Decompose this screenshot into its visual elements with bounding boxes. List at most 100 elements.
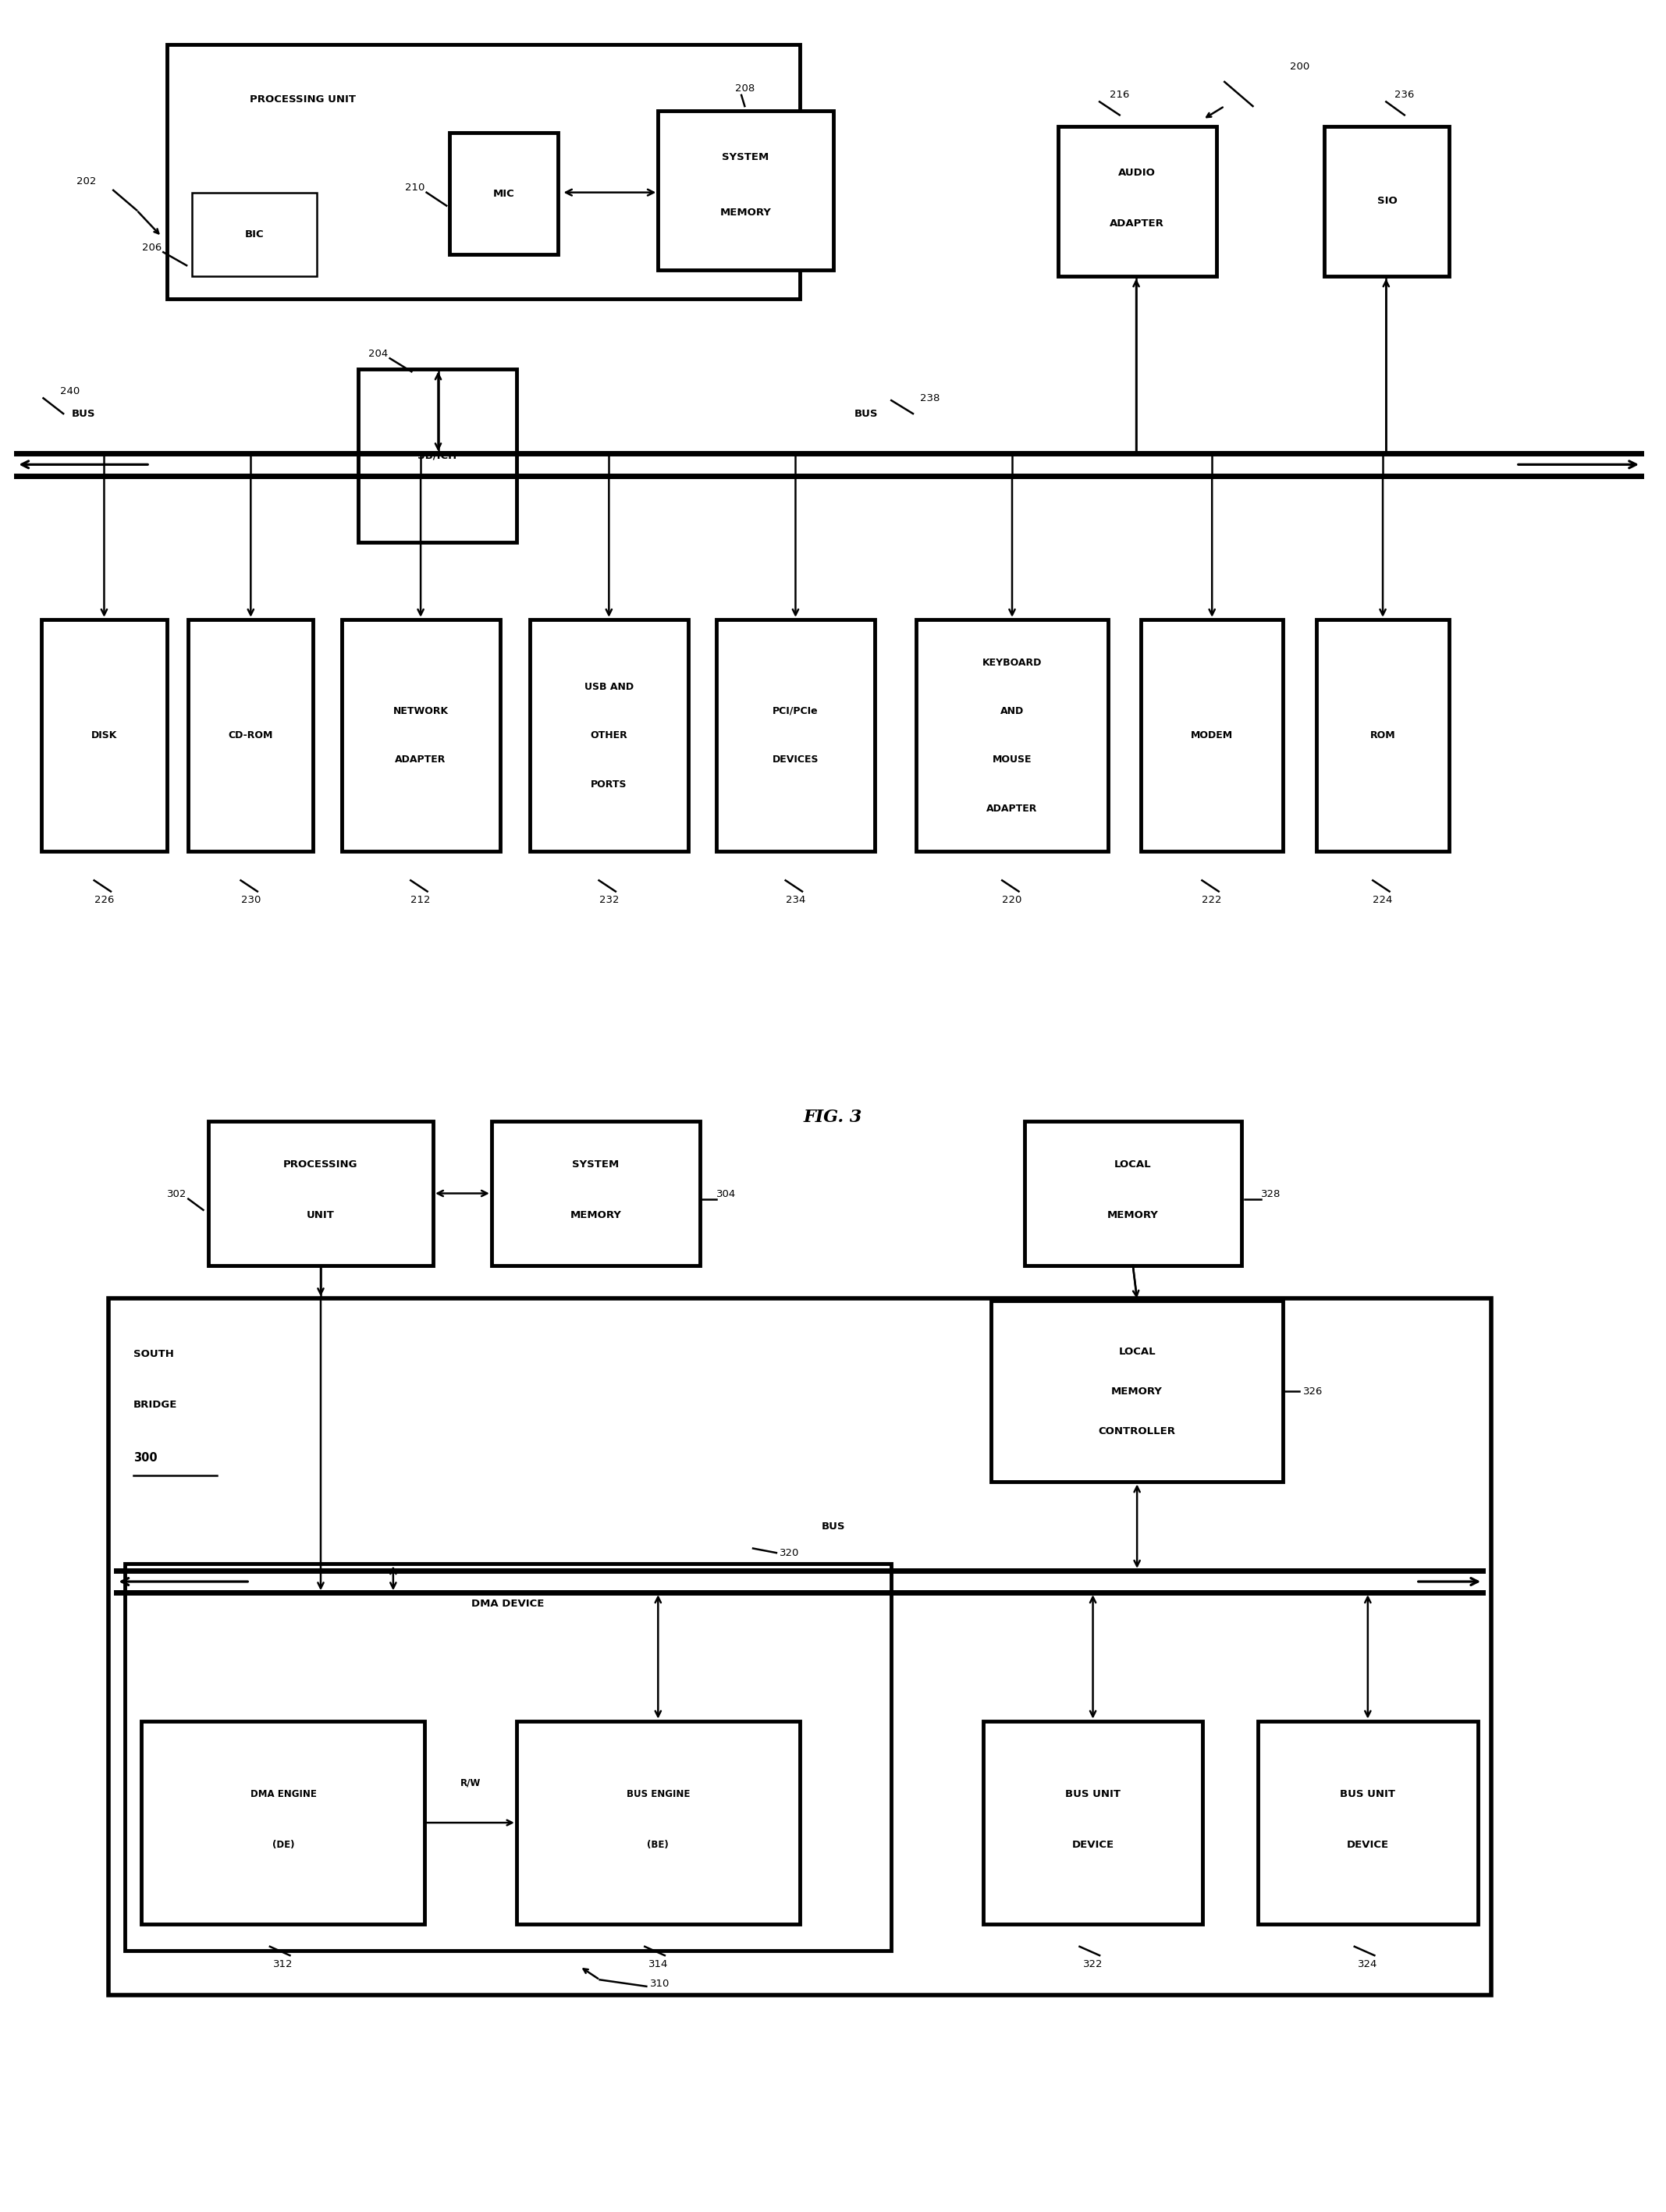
Text: 236: 236 [1394,91,1414,100]
Text: MEMORY: MEMORY [720,208,771,217]
Text: CONTROLLER: CONTROLLER [1098,1427,1176,1436]
Bar [188,619,313,852]
Bar [208,1121,433,1265]
Text: SB/ICH: SB/ICH [418,451,456,460]
Bar [916,619,1108,852]
Text: SOUTH: SOUTH [133,1349,173,1358]
Text: 328: 328 [1261,1190,1281,1199]
Text: AUDIO: AUDIO [1118,168,1156,177]
Text: R/W: R/W [460,1778,481,1787]
Text: 200: 200 [1289,62,1309,71]
Text: SIO: SIO [1376,197,1398,206]
Text: LOCAL: LOCAL [1115,1159,1151,1170]
Text: 204: 204 [368,349,388,358]
Text: BUS UNIT: BUS UNIT [1339,1790,1396,1798]
Text: 240: 240 [60,387,80,396]
Text: 310: 310 [650,1980,670,1989]
Bar [1025,1121,1241,1265]
Bar [991,1301,1283,1482]
Text: AND: AND [1000,706,1025,717]
Bar [192,192,317,276]
Bar [491,1121,700,1265]
Text: DEVICE: DEVICE [1346,1840,1389,1849]
Text: MODEM: MODEM [1191,730,1233,741]
Text: ADAPTER: ADAPTER [1110,219,1165,228]
Text: 300: 300 [133,1451,157,1464]
Text: USB AND: USB AND [585,681,633,692]
Bar [342,619,500,852]
Text: BUS: BUS [72,409,95,418]
Text: SYSTEM: SYSTEM [571,1159,620,1170]
Text: (BE): (BE) [648,1840,668,1849]
Text: 238: 238 [920,394,940,403]
Bar [42,619,167,852]
Text: BUS ENGINE: BUS ENGINE [626,1790,690,1798]
Text: MEMORY: MEMORY [1111,1387,1163,1396]
Text: 234: 234 [786,896,805,905]
Text: CD-ROM: CD-ROM [228,730,273,741]
Text: FIG. 3: FIG. 3 [803,1108,863,1126]
Bar [516,1721,800,1924]
Text: 320: 320 [780,1548,800,1557]
Text: MOUSE: MOUSE [993,754,1031,765]
Bar [142,1721,425,1924]
Text: PORTS: PORTS [591,779,626,790]
Text: DMA ENGINE: DMA ENGINE [250,1790,317,1798]
Text: MEMORY: MEMORY [1108,1210,1158,1221]
Text: BUS: BUS [855,409,878,418]
Text: PROCESSING: PROCESSING [283,1159,358,1170]
Text: DEVICES: DEVICES [773,754,818,765]
Text: 224: 224 [1373,896,1393,905]
Bar [167,44,800,299]
Text: 222: 222 [1203,896,1221,905]
Text: 220: 220 [1003,896,1021,905]
Text: FIG. 2: FIG. 2 [470,91,530,108]
Text: ROM: ROM [1369,730,1396,741]
Text: ADAPTER: ADAPTER [986,803,1038,814]
Text: ADAPTER: ADAPTER [395,754,446,765]
Text: 216: 216 [1110,91,1130,100]
Bar [1324,126,1449,276]
Text: 202: 202 [77,177,97,186]
Bar [983,1721,1203,1924]
Text: (DE): (DE) [272,1840,295,1849]
Text: DEVICE: DEVICE [1071,1840,1115,1849]
Text: 226: 226 [95,896,113,905]
Bar [1141,619,1283,852]
Text: 304: 304 [716,1190,736,1199]
Text: 232: 232 [600,896,618,905]
Bar [530,619,688,852]
Text: LOCAL: LOCAL [1118,1347,1156,1356]
Text: 210: 210 [405,184,425,192]
Text: PCI/PCIe: PCI/PCIe [773,706,818,717]
Bar [716,619,875,852]
Text: 230: 230 [242,896,260,905]
Text: 212: 212 [412,896,430,905]
Text: 312: 312 [273,1960,293,1969]
Text: SYSTEM: SYSTEM [721,153,770,161]
Text: 322: 322 [1083,1960,1103,1969]
Text: 326: 326 [1303,1387,1323,1396]
Text: 206: 206 [142,243,162,252]
Bar [450,133,558,254]
Text: NETWORK: NETWORK [393,706,448,717]
Bar [358,369,516,542]
Text: MEMORY: MEMORY [570,1210,621,1221]
Text: BUS UNIT: BUS UNIT [1065,1790,1121,1798]
Text: 324: 324 [1358,1960,1378,1969]
Text: KEYBOARD: KEYBOARD [983,657,1041,668]
Text: 302: 302 [167,1190,187,1199]
Bar [108,1298,1491,1995]
Bar [1058,126,1216,276]
Text: OTHER: OTHER [590,730,628,741]
Text: BUS: BUS [821,1522,845,1531]
Bar [1258,1721,1478,1924]
Text: 314: 314 [648,1960,668,1969]
Text: PROCESSING UNIT: PROCESSING UNIT [250,95,357,104]
Text: DMA DEVICE: DMA DEVICE [471,1599,545,1608]
Text: BIC: BIC [245,230,263,239]
Text: 208: 208 [735,84,755,93]
Bar [658,111,833,270]
Text: MIC: MIC [493,188,515,199]
Bar [1316,619,1449,852]
